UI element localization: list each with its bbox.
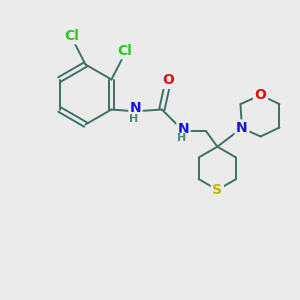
Text: H: H	[129, 114, 139, 124]
Text: O: O	[163, 74, 174, 87]
Text: N: N	[130, 101, 141, 115]
Text: S: S	[212, 183, 222, 197]
Text: O: O	[255, 88, 266, 102]
Text: N: N	[236, 121, 248, 135]
Text: N: N	[178, 122, 189, 136]
Text: Cl: Cl	[64, 29, 80, 43]
Text: Cl: Cl	[118, 44, 132, 58]
Text: H: H	[177, 133, 187, 143]
